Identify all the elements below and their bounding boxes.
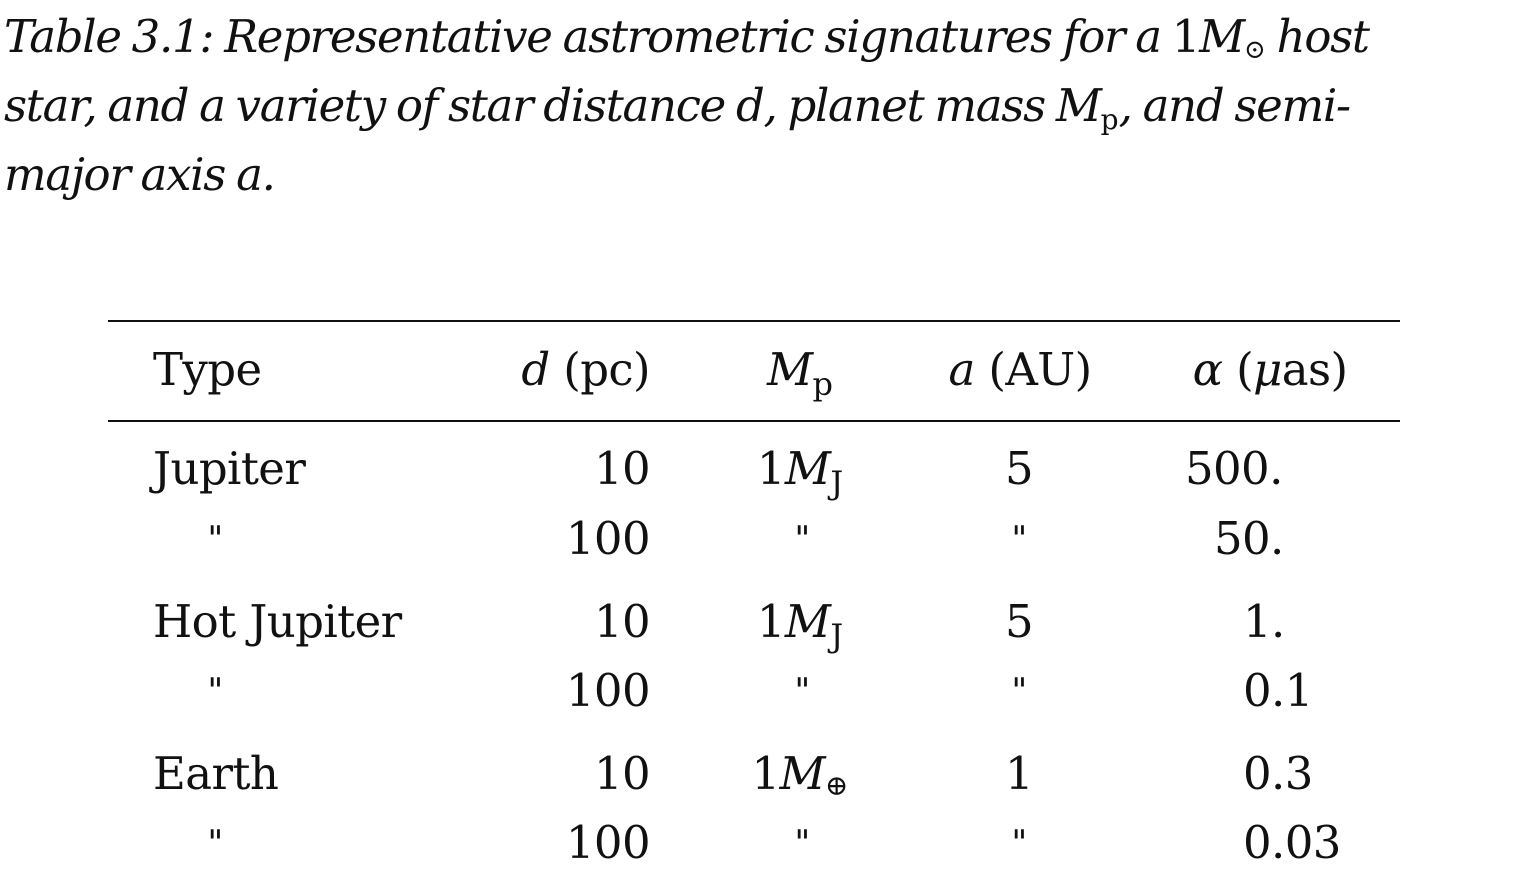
header-alpha-var: α [1192,343,1223,396]
caption-line-2: star, and a variety of star distance d, … [4,71,1520,140]
row-alpha: 0.03 [1243,816,1341,869]
caption-line-3: major axis a. [4,140,1520,209]
row-semimajor-axis: 5 [1004,442,1034,495]
header-axis-unit: (AU) [974,343,1092,396]
row-type-ditto: " [207,671,223,711]
row-planet-mass-ditto: " [794,671,810,711]
row-alpha: 0.3 [1243,747,1313,800]
row-distance: 100 [565,816,651,869]
header-distance-unit: (pc) [549,343,650,396]
row-type: Hot Jupiter [153,595,402,648]
row-semimajor-axis-ditto: " [1011,519,1027,559]
caption-subscript: p [1100,103,1119,136]
table-header-rule [108,420,1400,422]
caption-math-var: M [1199,10,1245,63]
caption-text: star, and a variety of star distance [4,79,736,132]
header-distance-var: d [521,343,550,396]
jupiter-mass-sub: J [830,464,844,502]
header-alpha-unit: ( [1222,343,1254,396]
row-planet-mass: 1MJ [700,595,900,653]
header-axis-var: a [948,343,975,396]
row-type: Jupiter [153,442,306,495]
table-top-rule [108,320,1400,322]
caption-math-var: M [1055,79,1102,132]
row-type-ditto: " [207,823,223,863]
mass-var: M [779,747,826,800]
mass-number: 1 [756,595,786,648]
row-semimajor-axis-ditto: " [1011,823,1027,863]
row-planet-mass: 1M⊕ [700,748,900,800]
caption-text: . [261,148,276,201]
row-distance: 10 [593,747,651,800]
row-alpha: 500. [1185,442,1283,495]
mass-var: M [784,442,831,495]
caption-number: 1 [1171,10,1201,63]
row-planet-mass-ditto: " [794,823,810,863]
header-mass-sub: p [812,365,833,403]
row-type-ditto: " [207,519,223,559]
header-type: Type [153,343,262,396]
row-planet-mass: 1MJ [700,442,900,500]
header-distance: d (pc) [440,344,650,396]
header-alpha-unit: as) [1281,343,1348,396]
mass-var: M [784,595,831,648]
caption-text: , and semi- [1118,79,1352,132]
caption-text: Table 3.1: Representative astrometric si… [4,10,1172,63]
jupiter-mass-sub: J [830,617,844,655]
row-type: Earth [153,747,279,800]
row-semimajor-axis-ditto: " [1011,671,1027,711]
mass-number: 1 [751,747,781,800]
row-alpha: 1. [1243,595,1285,648]
caption-math-var: a [236,148,263,201]
earth-symbol: ⊕ [825,769,849,802]
caption-line-1: Table 3.1: Representative astrometric si… [4,2,1520,71]
header-planet-mass: Mp [700,343,900,401]
caption-text: , planet mass [763,79,1056,132]
row-alpha: 50. [1214,512,1284,565]
caption-text: major axis [4,148,237,201]
caption-math-var: d [735,79,765,132]
row-alpha: 0.1 [1243,664,1313,717]
header-alpha-mu: μ [1253,343,1282,396]
row-semimajor-axis: 5 [1004,595,1034,648]
header-semimajor-axis: a (AU) [905,344,1135,396]
header-mass-var: M [767,343,813,396]
mass-number: 1 [756,442,786,495]
row-distance: 10 [593,442,651,495]
row-distance: 100 [565,512,651,565]
row-distance: 10 [593,595,651,648]
header-alpha: α (μas) [1150,344,1390,396]
sun-symbol: ⊙ [1243,35,1266,65]
caption-text: host [1265,10,1370,63]
row-planet-mass-ditto: " [794,519,810,559]
row-distance: 100 [565,664,651,717]
row-semimajor-axis: 1 [1004,747,1034,800]
table-caption: Table 3.1: Representative astrometric si… [4,2,1520,209]
